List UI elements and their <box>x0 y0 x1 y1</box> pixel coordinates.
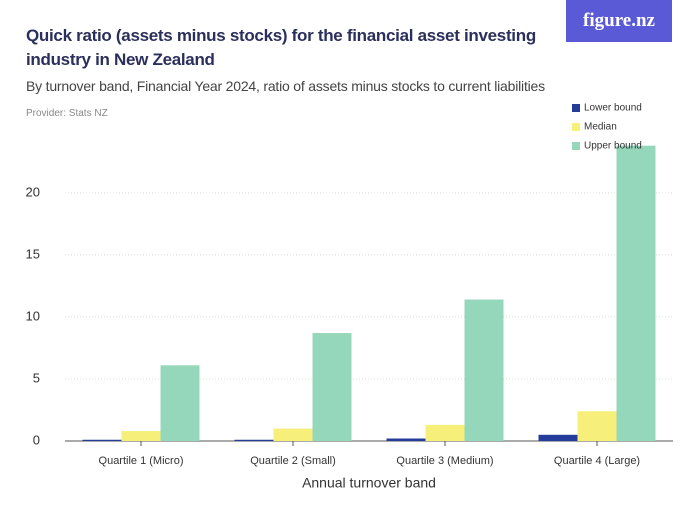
bar <box>160 365 200 441</box>
chart-title: Quick ratio (assets minus stocks) for th… <box>26 26 536 69</box>
legend-swatch <box>572 104 580 112</box>
bar <box>121 431 161 441</box>
y-tick-label: 15 <box>26 246 40 261</box>
y-tick-label: 10 <box>26 308 40 323</box>
bar <box>425 424 465 441</box>
x-tick-label: Quartile 2 (Small) <box>250 455 336 467</box>
y-tick-label: 20 <box>26 184 40 199</box>
bar <box>234 439 274 441</box>
bar <box>616 145 656 441</box>
x-tick-label: Quartile 1 (Micro) <box>99 455 184 467</box>
x-tick-label: Quartile 4 (Large) <box>554 455 640 467</box>
bar <box>464 299 504 441</box>
bar <box>538 434 578 441</box>
y-tick-label: 0 <box>33 432 40 447</box>
provider: Provider: Stats NZ <box>26 108 108 119</box>
legend-label: Upper bound <box>584 141 642 152</box>
bar <box>577 411 617 441</box>
bar <box>312 333 352 441</box>
chart-subtitle: By turnover band, Financial Year 2024, r… <box>26 78 545 94</box>
bar <box>273 428 313 441</box>
bar <box>386 438 426 441</box>
legend-swatch <box>572 123 580 131</box>
x-axis-title: Annual turnover band <box>302 475 436 491</box>
logo[interactable]: figure.nz <box>566 0 672 42</box>
legend-swatch <box>572 142 580 150</box>
legend-label: Lower bound <box>584 103 642 114</box>
y-tick-label: 5 <box>33 370 40 385</box>
legend-label: Median <box>584 122 617 133</box>
bar <box>82 439 122 441</box>
x-tick-label: Quartile 3 (Medium) <box>396 455 493 467</box>
